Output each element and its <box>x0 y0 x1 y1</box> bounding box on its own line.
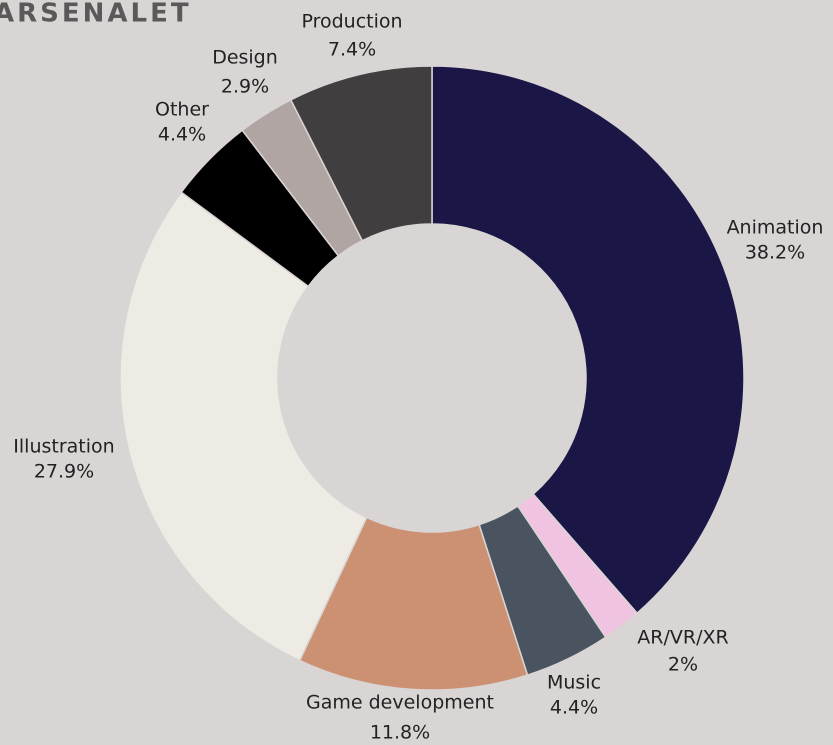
donut-slice <box>119 191 368 662</box>
donut-slice <box>289 65 433 242</box>
slice-label: Music <box>547 672 601 694</box>
slice-label: Production <box>301 11 402 33</box>
slice-label: Design <box>212 47 278 69</box>
slice-label: Other <box>155 99 209 121</box>
slice-value-label: 2.9% <box>221 76 269 98</box>
slice-value-label: 27.9% <box>34 461 94 483</box>
slice-label: Game development <box>306 692 494 714</box>
slice-label: Illustration <box>13 436 114 458</box>
slice-value-label: 38.2% <box>745 242 805 264</box>
slice-value-label: 4.4% <box>158 124 206 146</box>
slice-value-label: 11.8% <box>370 722 430 744</box>
slice-value-label: 2% <box>668 654 698 676</box>
chart-title: ARSENALET <box>0 0 192 29</box>
slice-value-label: 4.4% <box>550 697 598 719</box>
donut-slice <box>431 65 745 615</box>
slice-label: AR/VR/XR <box>637 627 728 649</box>
slice-value-label: 7.4% <box>328 39 376 61</box>
slice-label: Animation <box>727 217 824 239</box>
